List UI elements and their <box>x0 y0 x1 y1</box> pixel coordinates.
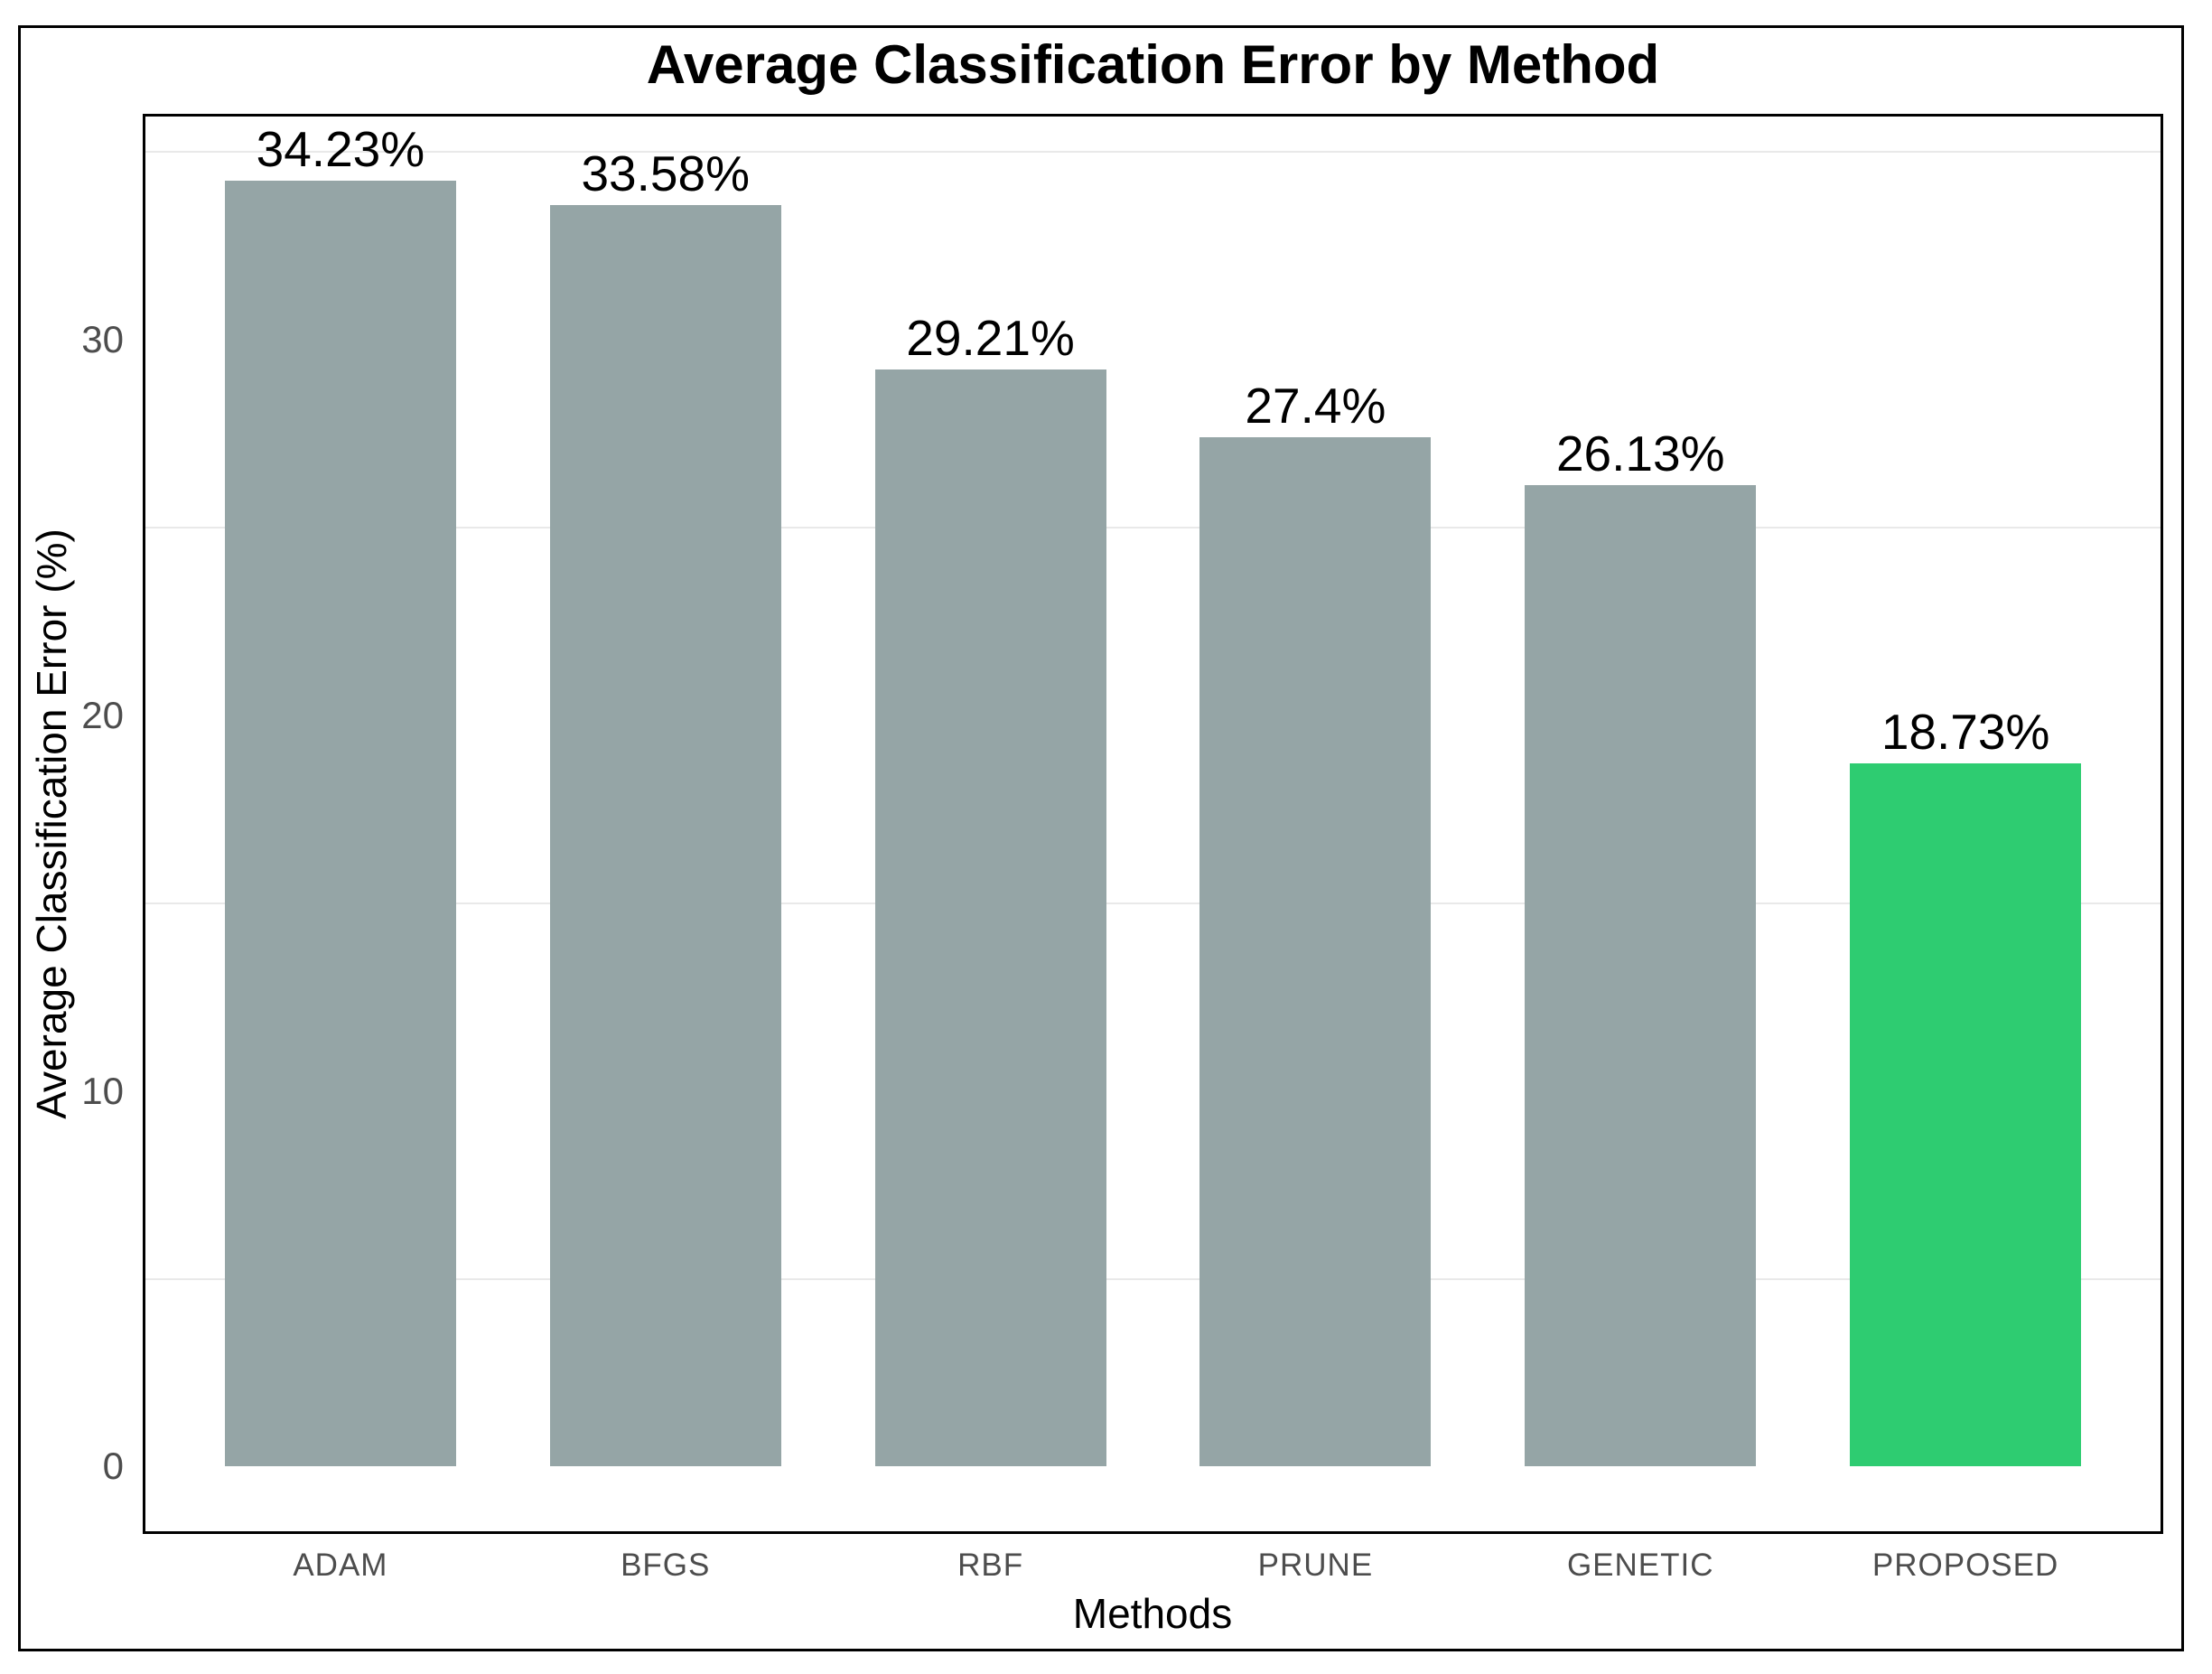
bar-value-label: 34.23% <box>256 121 425 178</box>
y-tick-label: 20 <box>81 693 124 736</box>
bar-proposed <box>1850 762 2082 1467</box>
bar-genetic <box>1525 484 1757 1467</box>
bar-value-label: 18.73% <box>1881 703 2050 760</box>
bar-adam <box>224 181 456 1467</box>
x-tick-label-genetic: GENETIC <box>1566 1548 1714 1583</box>
plot-panel: 34.23% 33.58% 29.21% 27.4% 26.13% 18.73% <box>143 114 2163 1534</box>
bar-value-label: 33.58% <box>581 145 750 202</box>
x-tick-label-bfgs: BFGS <box>621 1548 711 1583</box>
bar-bfgs <box>549 205 781 1467</box>
minor-gridline <box>145 526 2161 528</box>
x-tick-label-prune: PRUNE <box>1257 1548 1374 1583</box>
x-tick-label-adam: ADAM <box>293 1548 388 1583</box>
y-axis-title: Average Classification Error (%) <box>28 528 75 1119</box>
minor-gridline <box>145 902 2161 904</box>
chart-title: Average Classification Error by Method <box>646 34 1660 95</box>
minor-gridline <box>145 151 2161 154</box>
bar-prune <box>1199 437 1432 1467</box>
minor-gridline <box>145 1277 2161 1280</box>
bar-value-label: 29.21% <box>906 309 1075 366</box>
bar-value-label: 27.4% <box>1245 378 1386 435</box>
y-tick-label: 0 <box>102 1445 124 1488</box>
x-tick-label-proposed: PROPOSED <box>1871 1548 2059 1583</box>
bar-rbf <box>874 369 1106 1467</box>
x-axis-title: Methods <box>1072 1590 1233 1637</box>
y-tick-label: 30 <box>81 318 124 360</box>
y-tick-label: 10 <box>81 1069 124 1112</box>
x-tick-label-rbf: RBF <box>957 1548 1024 1583</box>
bar-value-label: 26.13% <box>1555 425 1725 482</box>
